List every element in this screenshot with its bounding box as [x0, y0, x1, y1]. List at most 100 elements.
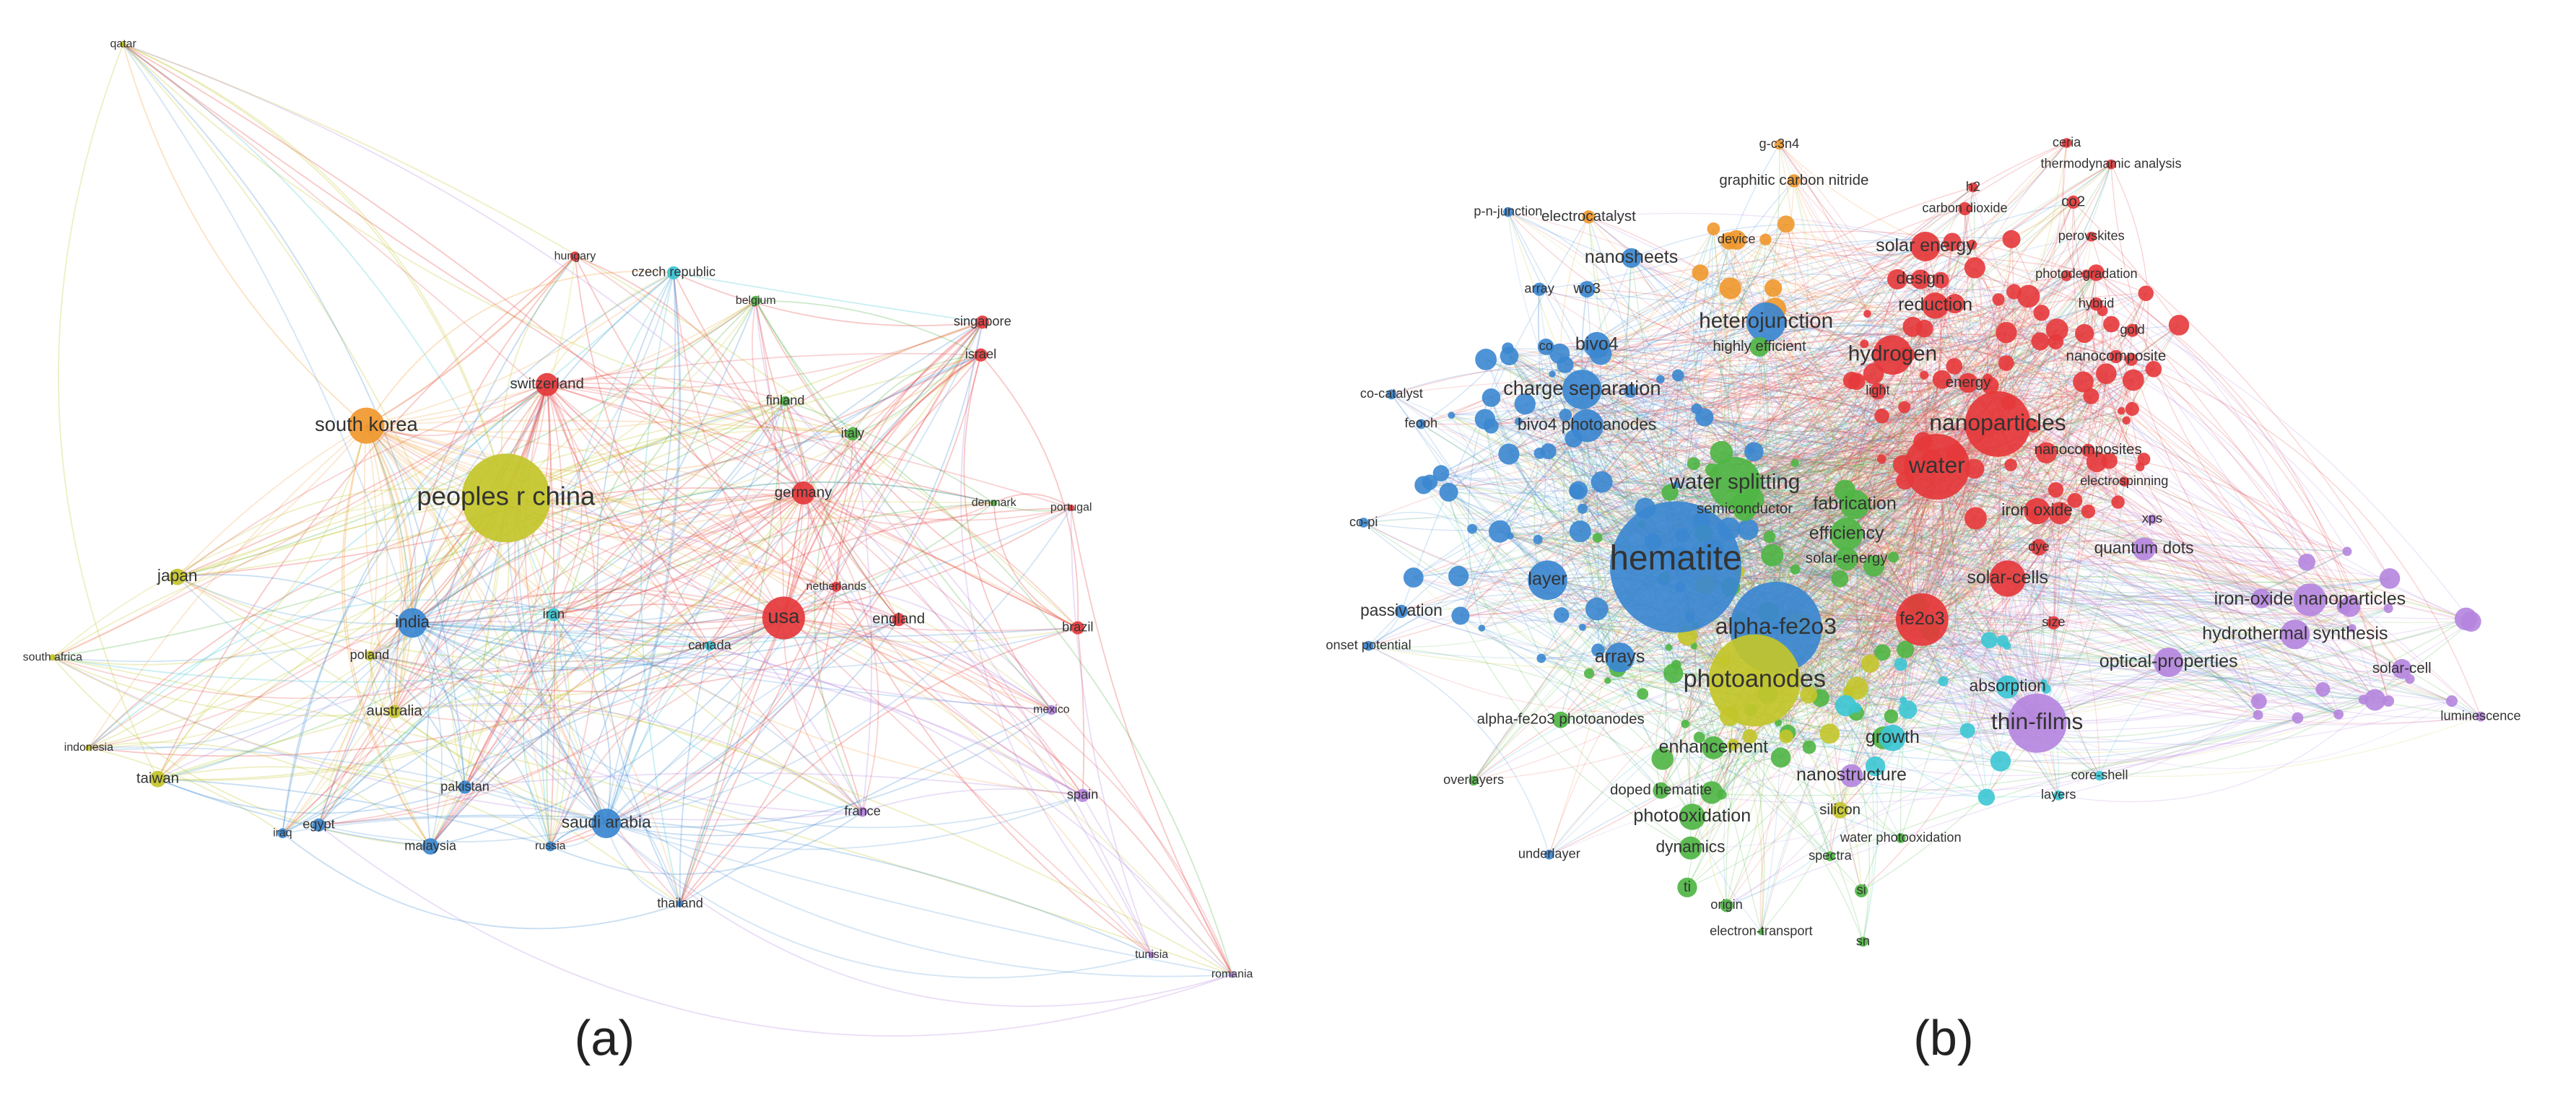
edge: [1897, 279, 2390, 579]
edge: [546, 384, 784, 619]
edge: [2037, 357, 2117, 724]
edge: [157, 492, 804, 781]
edge: [1661, 518, 2153, 791]
edge: [553, 614, 612, 824]
edge: [1713, 543, 1923, 620]
edge: [673, 272, 983, 327]
node: [277, 828, 288, 839]
node: [2122, 416, 2131, 425]
edge: [157, 400, 786, 780]
node: [1874, 644, 1891, 661]
edge: [1775, 236, 2092, 628]
edge: [1877, 391, 2038, 723]
edge: [464, 321, 983, 788]
edge: [1775, 244, 1972, 628]
edge: [1587, 164, 2112, 305]
edge: [1460, 458, 1937, 617]
node: [1467, 523, 1478, 534]
edge: [963, 354, 1053, 711]
node: [1358, 518, 1369, 528]
edge: [1777, 703, 2100, 777]
edge: [282, 497, 507, 834]
node: [762, 596, 805, 640]
node: [1790, 564, 1801, 575]
edge: [1874, 565, 2169, 665]
node: [1621, 248, 1642, 269]
edge: [553, 604, 784, 619]
edge: [1874, 408, 2133, 567]
edge: [1905, 480, 2047, 689]
node: [1422, 474, 1438, 490]
edge: [1559, 353, 1990, 432]
node-label: fe2o3: [1900, 609, 1945, 629]
edge: [836, 585, 1053, 711]
node-label: iron oxide: [2001, 500, 2073, 519]
edge: [1518, 275, 2067, 422]
edge: [1687, 396, 2092, 888]
edge: [365, 425, 417, 623]
node: [1671, 369, 1684, 382]
node: [1998, 355, 2014, 371]
node: [1700, 781, 1723, 804]
edge: [1711, 279, 1898, 471]
edge: [464, 492, 804, 788]
edge: [1750, 710, 1864, 942]
edge: [1930, 341, 2057, 631]
edge: [2026, 500, 2076, 723]
edge: [1903, 688, 2047, 704]
node: [1071, 621, 1084, 635]
node-label: hydrogen: [1848, 342, 1937, 366]
edge: [122, 43, 552, 847]
edge: [1699, 736, 1902, 839]
caption: (a): [575, 1011, 635, 1066]
node: [1742, 728, 1757, 744]
edge: [464, 617, 784, 788]
edge: [783, 502, 994, 619]
node: [422, 838, 439, 855]
edge: [1460, 599, 1669, 648]
node-label: heterojunction: [1699, 309, 1833, 333]
edge: [2037, 700, 2453, 770]
edge: [412, 622, 710, 671]
edge: [1772, 287, 1894, 557]
nodes: [49, 40, 2486, 978]
edge: [369, 655, 552, 847]
edge: [1846, 380, 2134, 559]
node: [2067, 492, 2083, 508]
edge: [1744, 509, 2037, 724]
edge: [803, 492, 900, 620]
edge: [1471, 528, 1751, 737]
edge: [784, 401, 900, 620]
edge: [1922, 598, 2262, 645]
edge: [1539, 289, 1937, 468]
node: [1514, 393, 1536, 415]
edge: [1363, 511, 1473, 530]
edge: [157, 660, 1084, 796]
node: [1583, 668, 1595, 679]
edge: [88, 746, 606, 824]
edge: [412, 256, 576, 624]
node: [2145, 361, 2162, 378]
edge: [430, 497, 507, 847]
node: [2004, 458, 2017, 471]
node-label: passivation: [1360, 601, 1443, 619]
edge: [2007, 560, 2471, 622]
edge: [1559, 217, 1590, 415]
node: [2315, 681, 2331, 697]
node: [1702, 736, 1726, 759]
edge: [1921, 313, 2042, 620]
edge: [1631, 224, 2014, 292]
edge: [1720, 681, 1944, 796]
edge: [1929, 292, 2146, 631]
node: [1737, 519, 1759, 540]
edge: [1916, 595, 2259, 715]
edge: [505, 497, 863, 813]
edge: [1904, 378, 1988, 408]
node-label: nanocomposites: [2035, 441, 2142, 458]
edge: [393, 702, 863, 813]
edge: [1734, 482, 2047, 689]
node: [2364, 689, 2386, 711]
edge: [752, 300, 804, 494]
edge: [1561, 507, 1646, 615]
edge: [553, 614, 784, 631]
